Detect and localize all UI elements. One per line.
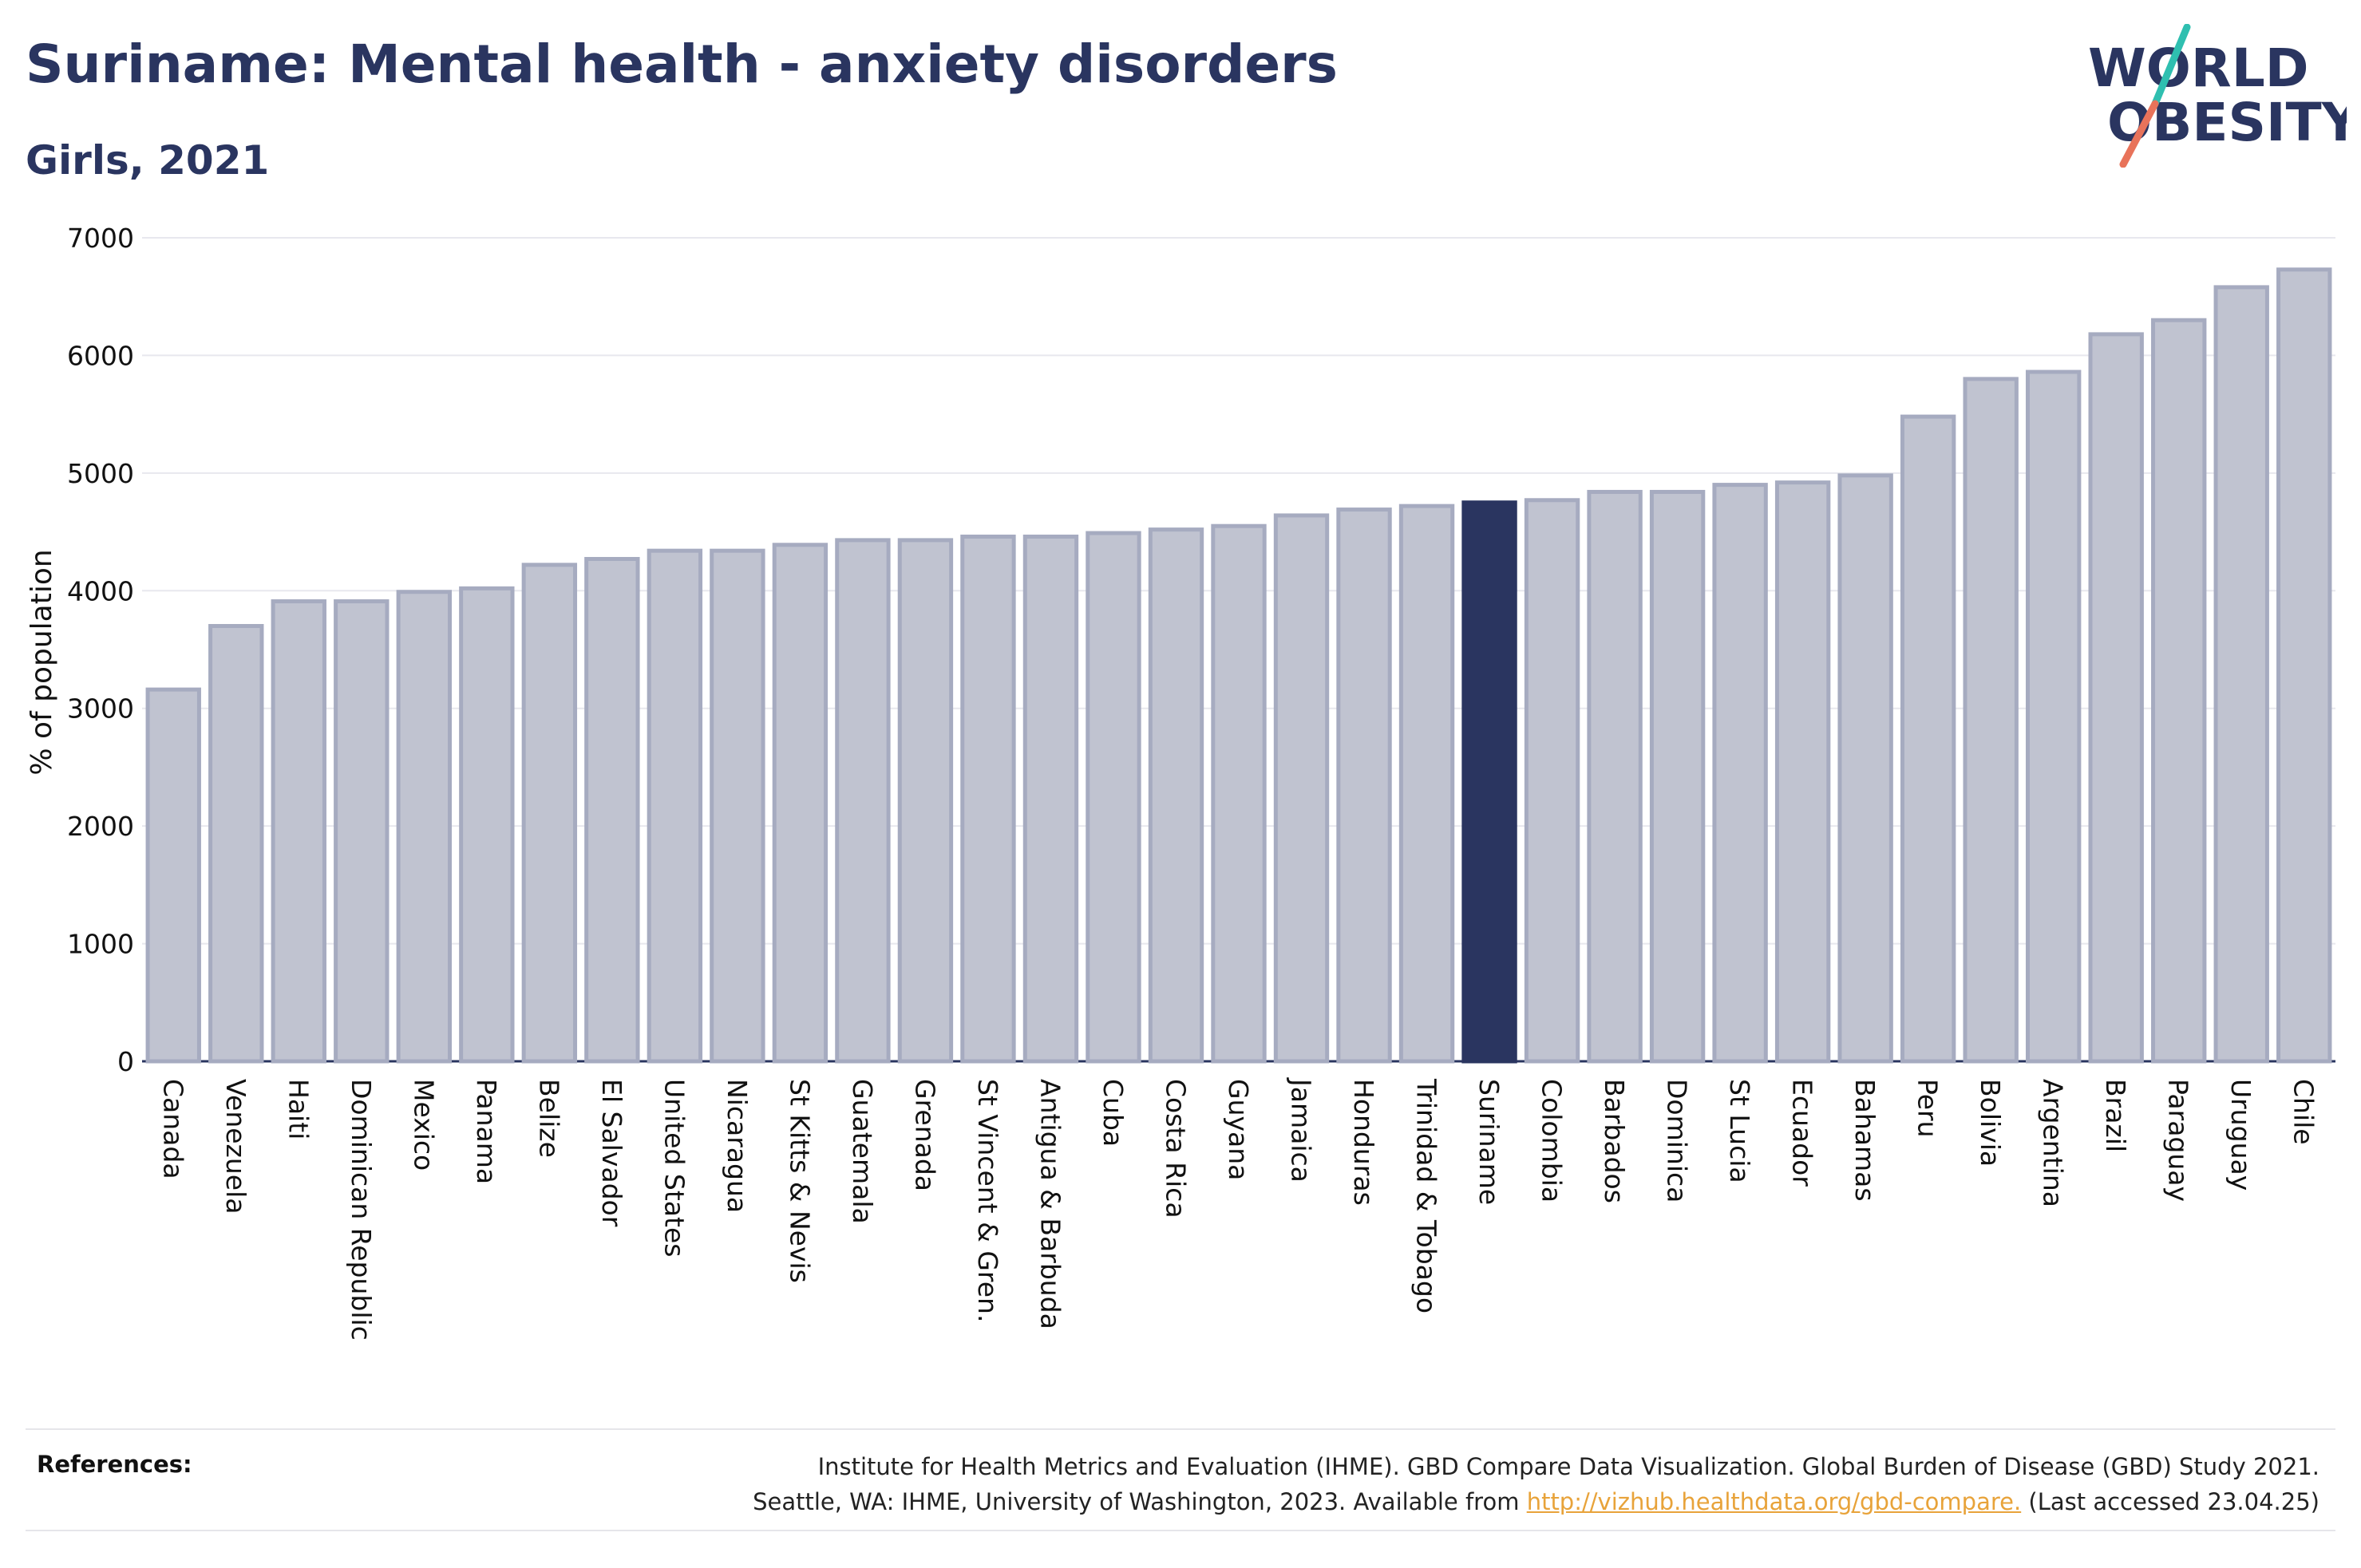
bar-barbados [1587,489,1643,1064]
x-tick-label: Colombia [1536,1079,1568,1203]
bar-dominica [1649,489,1706,1064]
y-tick-label: 4000 [67,575,134,606]
bar-panama [459,586,515,1064]
bar-paraguay [2151,318,2207,1064]
references-label: References: [37,1451,192,1478]
bar-st-kitts-nevis [772,543,829,1064]
y-tick-label: 6000 [67,340,134,371]
world-obesity-logo: WORLD OBESITY [2075,24,2347,168]
x-tick-label: Honduras [1348,1079,1379,1206]
bars [145,267,2332,1064]
bar-st-lucia [1712,483,1768,1064]
y-tick-label: 3000 [67,693,134,725]
x-tick-label: Haiti [283,1079,314,1139]
x-tick-label: Suriname [1473,1079,1505,1205]
x-tick-label: Brazil [2100,1079,2131,1152]
y-axis-label: % of population [26,549,58,775]
x-tick-label: Cuba [1097,1079,1129,1147]
bar-st-vincent-gren- [960,534,1016,1064]
bar-mexico [396,590,453,1064]
reference-line-2: Seattle, WA: IHME, University of Washing… [753,1484,2319,1519]
bar-jamaica [1273,513,1330,1064]
bar-cuba [1086,531,1141,1064]
bar-antigua-barbuda [1022,534,1079,1064]
bar-brazil [2088,332,2144,1064]
x-tick-label: El Salvador [596,1079,627,1227]
x-tick-label: Dominica [1662,1079,1693,1203]
reference-line-2-prefix: Seattle, WA: IHME, University of Washing… [753,1488,1527,1515]
logo-slash-coral [2119,100,2159,168]
x-tick-label: Belize [533,1079,564,1158]
bar-suriname [1461,500,1517,1064]
bar-belize [521,563,578,1064]
x-tick-label: Guyana [1223,1079,1254,1180]
chart-subtitle: Girls, 2021 [26,137,270,184]
y-tick-labels: 0 1000 2000 3000 4000 5000 6000 7000 [67,223,134,1077]
x-tick-label: Uruguay [2225,1079,2256,1191]
reference-link[interactable]: http://vizhub.healthdata.org/gbd-compare… [1526,1488,2022,1515]
bar-guatemala [835,538,891,1064]
references-section: References: Institute for Health Metrics… [26,1428,2335,1531]
y-tick-label: 1000 [67,929,134,960]
bar-chart: 0 1000 2000 3000 4000 5000 6000 7000 Canada Vene… [26,223,2335,1341]
bar-chile [2276,267,2332,1064]
bar-argentina [2025,369,2082,1064]
x-tick-label: St Kitts & Nevis [784,1079,815,1283]
x-tick-labels: Canada Venezuela Haiti Dominican Republic Me… [157,1077,2319,1341]
x-tick-label: Chile [2288,1079,2319,1145]
x-tick-label: Barbados [1599,1079,1630,1203]
x-tick-label: Antigua & Barbuda [1034,1079,1066,1329]
reference-line-1: Institute for Health Metrics and Evaluat… [817,1453,2319,1480]
x-tick-label: Costa Rica [1160,1079,1191,1218]
bar-uruguay [2213,285,2269,1064]
bar-trinidad-tobago [1398,504,1455,1064]
x-tick-label: Peru [1912,1079,1944,1138]
reference-line-2-suffix: (Last accessed 23.04.25) [2021,1488,2319,1515]
x-tick-label: Dominican Republic [346,1079,377,1341]
bar-venezuela [208,624,264,1064]
x-tick-label: Paraguay [2163,1079,2194,1202]
x-tick-label: Venezuela [220,1079,251,1214]
x-tick-label: United States [658,1079,690,1257]
logo-slash-teal [2151,24,2191,108]
x-tick-label: Panama [471,1079,502,1184]
bar-guyana [1211,523,1267,1064]
x-tick-label: St Vincent & Gren. [972,1079,1003,1322]
bar-canada [145,687,201,1064]
bar-colombia [1524,498,1580,1064]
bar-peru [1900,414,1956,1064]
y-tick-label: 7000 [67,223,134,254]
y-tick-label: 5000 [67,458,134,489]
x-tick-label: Trinidad & Tobago [1411,1078,1442,1313]
x-tick-label: Ecuador [1787,1079,1818,1187]
references-text: Institute for Health Metrics and Evaluat… [753,1449,2319,1519]
bar-haiti [271,599,326,1064]
x-tick-label: Bolivia [1975,1079,2006,1167]
logo-line1: WORLD [2088,38,2309,99]
x-tick-label: Nicaragua [722,1079,753,1213]
x-tick-label: Mexico [408,1079,439,1171]
bar-ecuador [1774,480,1831,1064]
y-tick-label: 0 [117,1046,134,1077]
bar-costa-rica [1148,527,1204,1064]
x-tick-label: Jamaica [1286,1077,1317,1183]
bar-honduras [1336,508,1392,1064]
x-tick-label: Grenada [909,1079,940,1191]
bar-united-states [647,548,703,1064]
bar-grenada [897,538,954,1064]
x-tick-label: St Lucia [1724,1079,1755,1183]
y-tick-label: 2000 [67,811,134,842]
x-tick-label: Bahamas [1849,1079,1880,1202]
bar-bolivia [1963,377,2019,1064]
chart-title: Suriname: Mental health - anxiety disord… [26,34,1338,95]
bar-el-salvador [584,556,640,1064]
bar-bahamas [1837,473,1893,1064]
bar-nicaragua [710,548,765,1064]
x-tick-label: Argentina [2038,1079,2069,1207]
bar-dominican-republic [334,599,390,1064]
x-tick-label: Canada [157,1079,188,1179]
x-tick-label: Guatemala [847,1079,878,1224]
